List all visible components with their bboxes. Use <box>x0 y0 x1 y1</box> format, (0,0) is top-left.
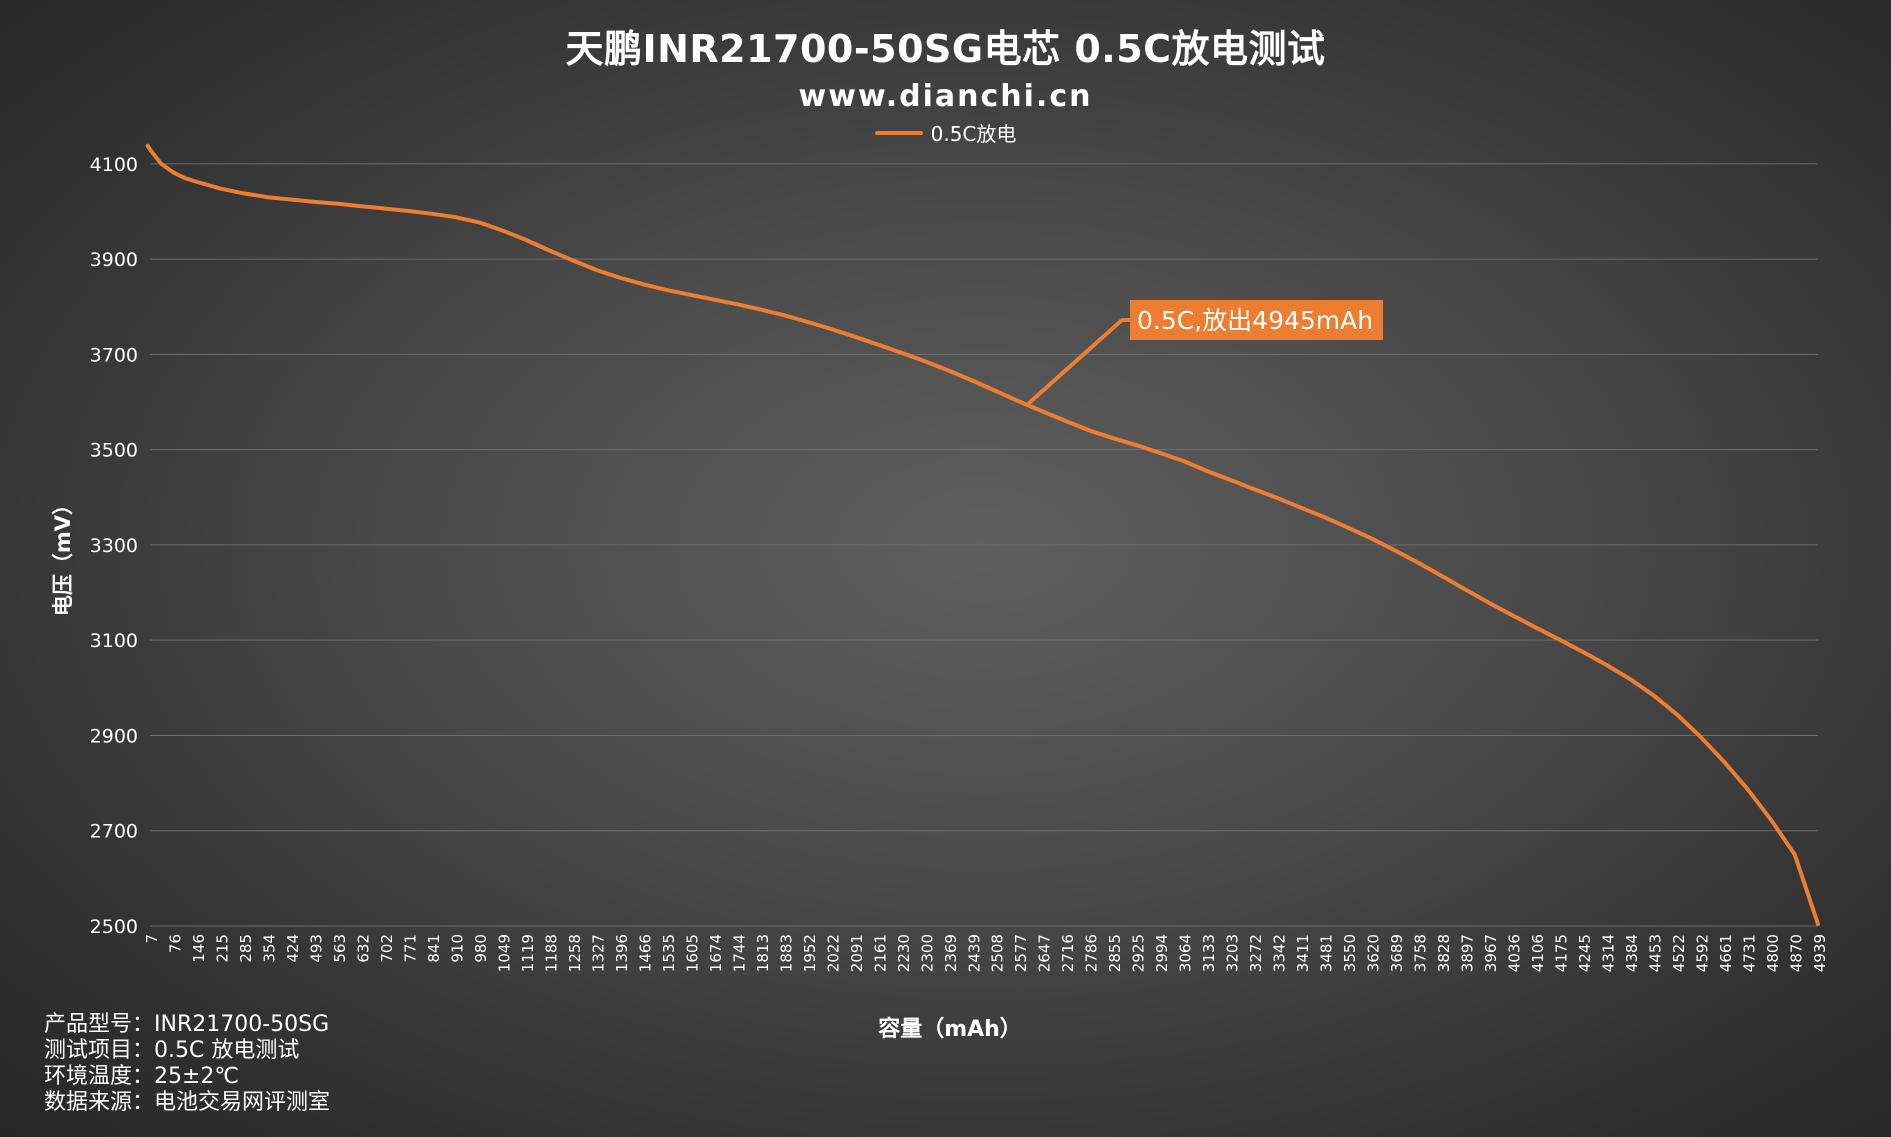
x-tick-label: 4522 <box>1670 934 1688 972</box>
chart-title: 天鹏INR21700-50SG电芯 0.5C放电测试 <box>565 27 1326 71</box>
x-tick-label: 1049 <box>495 934 513 972</box>
y-tick-label: 2900 <box>90 725 138 747</box>
y-tick-label: 3100 <box>90 630 138 652</box>
annotation-box <box>1130 300 1383 340</box>
x-tick-label: 771 <box>401 934 419 963</box>
x-tick-label: 3342 <box>1271 934 1289 972</box>
x-tick-label: 3133 <box>1200 934 1218 972</box>
x-tick-label: 4245 <box>1576 934 1594 972</box>
x-tick-label: 1535 <box>660 934 678 972</box>
x-tick-label: 354 <box>260 934 278 963</box>
note-source: 数据来源：电池交易网评测室 <box>44 1090 331 1115</box>
x-tick-label: 1605 <box>683 934 701 972</box>
x-tick-label: 3897 <box>1459 934 1477 972</box>
chart-subtitle: www.dianchi.cn <box>798 79 1093 114</box>
note-model: 产品型号：INR21700-50SG <box>44 1012 330 1037</box>
x-tick-label: 4106 <box>1529 934 1547 972</box>
x-tick-label: 4661 <box>1717 934 1735 972</box>
x-tick-label: 4036 <box>1506 934 1524 972</box>
y-axis-title: 电压（mV） <box>51 494 75 616</box>
note-test-item: 测试项目：0.5C 放电测试 <box>44 1038 300 1063</box>
chart-title-block: 天鹏INR21700-50SG电芯 0.5C放电测试 www.dianchi.c… <box>0 18 1891 114</box>
x-tick-label: 424 <box>284 934 302 963</box>
y-tick-label: 4100 <box>90 154 138 176</box>
x-tick-label: 563 <box>331 934 349 963</box>
annotation-label: 0.5C,放出4945mAh <box>1137 306 1373 335</box>
x-tick-label: 3064 <box>1177 934 1195 972</box>
legend-label: 0.5C放电 <box>930 122 1017 146</box>
x-tick-label: 1466 <box>636 934 654 972</box>
x-tick-label: 3689 <box>1388 934 1406 972</box>
x-tick-label: 3967 <box>1482 934 1500 972</box>
x-tick-label: 2369 <box>942 934 960 972</box>
x-tick-label: 7 <box>143 934 161 944</box>
x-tick-label: 632 <box>354 934 372 963</box>
x-tick-label: 2577 <box>1012 934 1030 972</box>
x-axis-title: 容量（mAh） <box>878 1016 1022 1042</box>
x-tick-label: 4731 <box>1741 934 1759 972</box>
x-tick-label: 1396 <box>613 934 631 972</box>
x-tick-label: 4939 <box>1811 934 1829 972</box>
y-tick-label: 2700 <box>90 821 138 843</box>
x-tick-label: 285 <box>237 934 255 963</box>
y-tick-label: 3900 <box>90 249 138 271</box>
x-tick-label: 1327 <box>589 934 607 972</box>
x-tick-label: 1188 <box>542 934 560 972</box>
y-tick-label: 3500 <box>90 440 138 462</box>
x-tick-label: 3828 <box>1435 934 1453 972</box>
x-tick-label: 3481 <box>1318 934 1336 972</box>
x-tick-label: 2300 <box>918 934 936 972</box>
series-line-0 <box>145 143 1820 927</box>
x-tick-label: 2161 <box>871 934 889 972</box>
x-tick-label: 1119 <box>519 934 537 972</box>
y-tick-label: 3700 <box>90 344 138 366</box>
x-tick-label: 2022 <box>824 934 842 972</box>
notes-block: 产品型号：INR21700-50SG 测试项目：0.5C 放电测试 环境温度：2… <box>44 1012 330 1116</box>
annotation-leader-line <box>1025 318 1130 407</box>
x-tick-label: 2786 <box>1083 934 1101 972</box>
x-tick-label: 2508 <box>989 934 1007 972</box>
x-tick-label: 4453 <box>1647 934 1665 972</box>
x-tick-label: 1258 <box>566 934 584 972</box>
x-tick-label: 3272 <box>1247 934 1265 972</box>
x-tick-label: 146 <box>190 934 208 963</box>
x-tick-label: 2716 <box>1059 934 1077 972</box>
x-tick-label: 76 <box>166 934 184 953</box>
x-tick-label: 1674 <box>707 934 725 972</box>
x-tick-label: 3550 <box>1341 934 1359 972</box>
x-tick-label: 2855 <box>1106 934 1124 972</box>
x-tick-label: 4175 <box>1553 934 1571 972</box>
x-tick-label: 4800 <box>1764 934 1782 972</box>
x-tick-label: 4870 <box>1788 934 1806 972</box>
x-tick-label: 3203 <box>1224 934 1242 972</box>
x-tick-label: 3411 <box>1294 934 1312 972</box>
x-tick-label: 493 <box>307 934 325 963</box>
x-tick-label: 4384 <box>1623 934 1641 972</box>
x-tick-label: 702 <box>378 934 396 963</box>
x-tick-label: 2439 <box>965 934 983 972</box>
legend-swatch <box>874 130 923 135</box>
x-tick-label: 2994 <box>1153 934 1171 972</box>
x-tick-label: 2647 <box>1036 934 1054 972</box>
x-tick-label: 3620 <box>1365 934 1383 972</box>
legend: 0.5C放电 <box>0 118 1891 147</box>
y-tick-label: 2500 <box>90 916 138 938</box>
x-tick-label: 1744 <box>730 934 748 972</box>
x-tick-label: 910 <box>448 934 466 963</box>
x-tick-label: 3758 <box>1412 934 1430 972</box>
x-tick-label: 2925 <box>1130 934 1148 972</box>
x-tick-label: 4314 <box>1600 934 1618 972</box>
x-tick-label: 215 <box>213 934 231 963</box>
x-tick-label: 980 <box>472 934 490 963</box>
note-environment: 环境温度：25±2℃ <box>44 1064 240 1089</box>
y-tick-label: 3300 <box>90 535 138 557</box>
x-tick-label: 841 <box>425 934 443 963</box>
x-tick-label: 2230 <box>895 934 913 972</box>
x-tick-label: 1813 <box>754 934 772 972</box>
x-tick-label: 4592 <box>1694 934 1712 972</box>
x-tick-label: 2091 <box>848 934 866 972</box>
x-tick-label: 1883 <box>777 934 795 972</box>
x-tick-label: 1952 <box>801 934 819 972</box>
